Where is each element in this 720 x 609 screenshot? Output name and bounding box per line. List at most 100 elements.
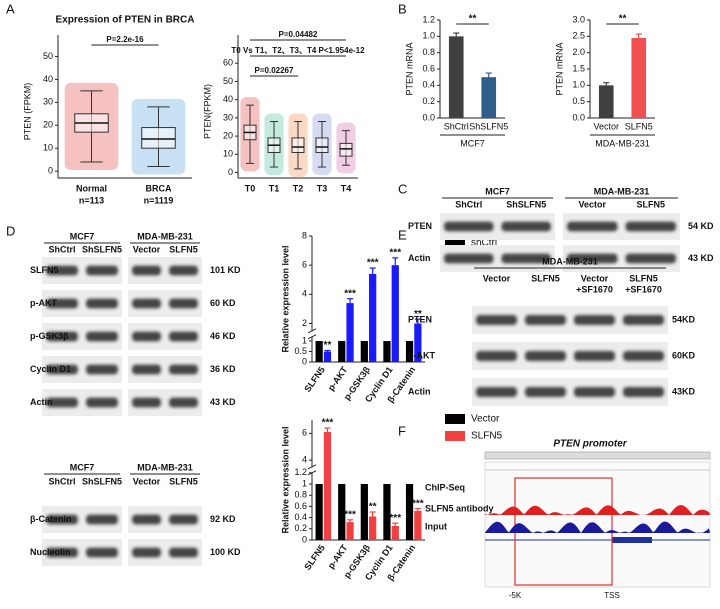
lane-label: ShCtrl: [49, 476, 76, 486]
panel-label: A: [6, 1, 15, 16]
bar: [383, 341, 391, 362]
legend-label: SLFN5: [471, 431, 503, 442]
kd-label: 100 KD: [210, 547, 241, 557]
lane-label: Vector: [581, 273, 609, 283]
significance: ***: [322, 418, 334, 429]
x-tick-label: BRCA: [146, 183, 172, 193]
bar: [338, 484, 346, 540]
track-label: ChIP-Seq: [425, 482, 465, 492]
y-tick-label: 0: [302, 356, 307, 366]
y-tick-label: 0.2: [294, 523, 307, 533]
y-tick-label: 1.2: [294, 467, 307, 477]
bar: [391, 265, 399, 362]
blot-group: MCF7: [485, 186, 510, 196]
y-tick-label: 0: [228, 167, 233, 177]
y-tick-label: 2.0: [572, 47, 585, 57]
lane-label: Vector: [133, 244, 161, 254]
row-label: PTEN: [408, 221, 432, 231]
legend-swatch: [445, 238, 465, 248]
row-label: Actin: [408, 386, 431, 396]
row-label: Actin: [30, 397, 53, 407]
chip-title: PTEN promoter: [553, 439, 627, 450]
row-label: PTEN: [408, 314, 432, 324]
significance: **: [369, 502, 377, 513]
coverage-track: [485, 505, 710, 515]
panel-label: D: [6, 223, 15, 238]
band: [169, 547, 198, 558]
band: [132, 397, 161, 408]
band: [476, 314, 517, 326]
y-tick-label: 50: [223, 76, 233, 86]
y-tick-label: 1: [302, 335, 307, 345]
row-label: SLFN5: [30, 265, 59, 275]
lane-label: Vector: [578, 199, 606, 209]
significance: ***: [344, 509, 356, 520]
x-tick-label: T1: [269, 183, 280, 193]
blot-group: MCF7: [70, 462, 95, 472]
y-tick-label: 20: [43, 120, 53, 130]
lane-label: SLFN5: [169, 476, 198, 486]
x-tick-label: SLFN5: [302, 365, 327, 394]
band: [476, 350, 517, 362]
y-tick-label: 50: [43, 51, 53, 61]
lane-label: +SF1670: [576, 284, 613, 294]
y-tick-label: 30: [223, 112, 233, 122]
band: [132, 265, 161, 276]
y-axis-label: PTEN(FPKM): [202, 84, 212, 139]
legend-swatch: [445, 414, 465, 424]
row-label: Nucleolin: [30, 547, 71, 557]
panel-label: C: [398, 181, 407, 196]
blot-group: MDA-MB-231: [137, 231, 193, 241]
bar: [631, 37, 647, 118]
band: [476, 386, 517, 398]
y-axis-label: Relative expression level: [280, 245, 290, 352]
kd-label: 60 KD: [210, 298, 236, 308]
band: [567, 221, 618, 232]
band: [132, 547, 161, 558]
row-label: β-Catenin: [30, 514, 72, 524]
blot-group: MDA-MB-231: [594, 186, 650, 196]
blot-group: MDA-MB-231: [542, 256, 598, 266]
lane-label: ShCtrl: [455, 199, 482, 209]
x-tick-label: SLFN5: [302, 543, 327, 572]
y-tick-label: 2: [302, 318, 307, 328]
band: [86, 514, 118, 525]
kd-label: 54 KD: [688, 221, 714, 231]
bar: [360, 341, 368, 362]
bar: [315, 484, 323, 540]
y-tick-label: 1.0: [422, 31, 435, 41]
chip-decor: [484, 451, 711, 588]
band: [86, 364, 118, 375]
band: [132, 514, 161, 525]
kd-label: 54KD: [672, 314, 696, 324]
y-tick-label: 1.0: [572, 80, 585, 90]
axis-break: [307, 334, 317, 340]
y-tick-label: 1.5: [572, 63, 585, 73]
band: [169, 514, 198, 525]
y-tick-label: 4: [302, 289, 307, 299]
axis-label: TSS: [604, 591, 620, 600]
kd-label: 92 KD: [210, 514, 236, 524]
bar: [369, 273, 377, 362]
box: [339, 142, 353, 157]
x-sublabel: n=113: [79, 195, 104, 205]
annotation: P=0.02267: [255, 66, 294, 75]
band: [169, 331, 198, 342]
x-axis-label: MCF7: [460, 138, 485, 148]
band: [169, 364, 198, 375]
bar: [414, 510, 422, 540]
annotation: T0 Vs T1、T2、T3、T4 P<1.954e-12: [231, 46, 365, 55]
band: [525, 350, 566, 362]
band: [86, 265, 118, 276]
annotation: P=2.2e-16: [106, 35, 144, 44]
significance: ***: [389, 248, 401, 259]
y-tick-label: 6: [302, 260, 307, 270]
blot-group: MCF7: [70, 231, 95, 241]
bar: [346, 522, 354, 540]
y-tick-label: 10: [223, 149, 233, 159]
y-axis-label: Relative expression level: [280, 426, 290, 533]
kd-label: 43 KD: [210, 397, 236, 407]
axis-break: [307, 464, 317, 470]
band: [625, 221, 676, 232]
